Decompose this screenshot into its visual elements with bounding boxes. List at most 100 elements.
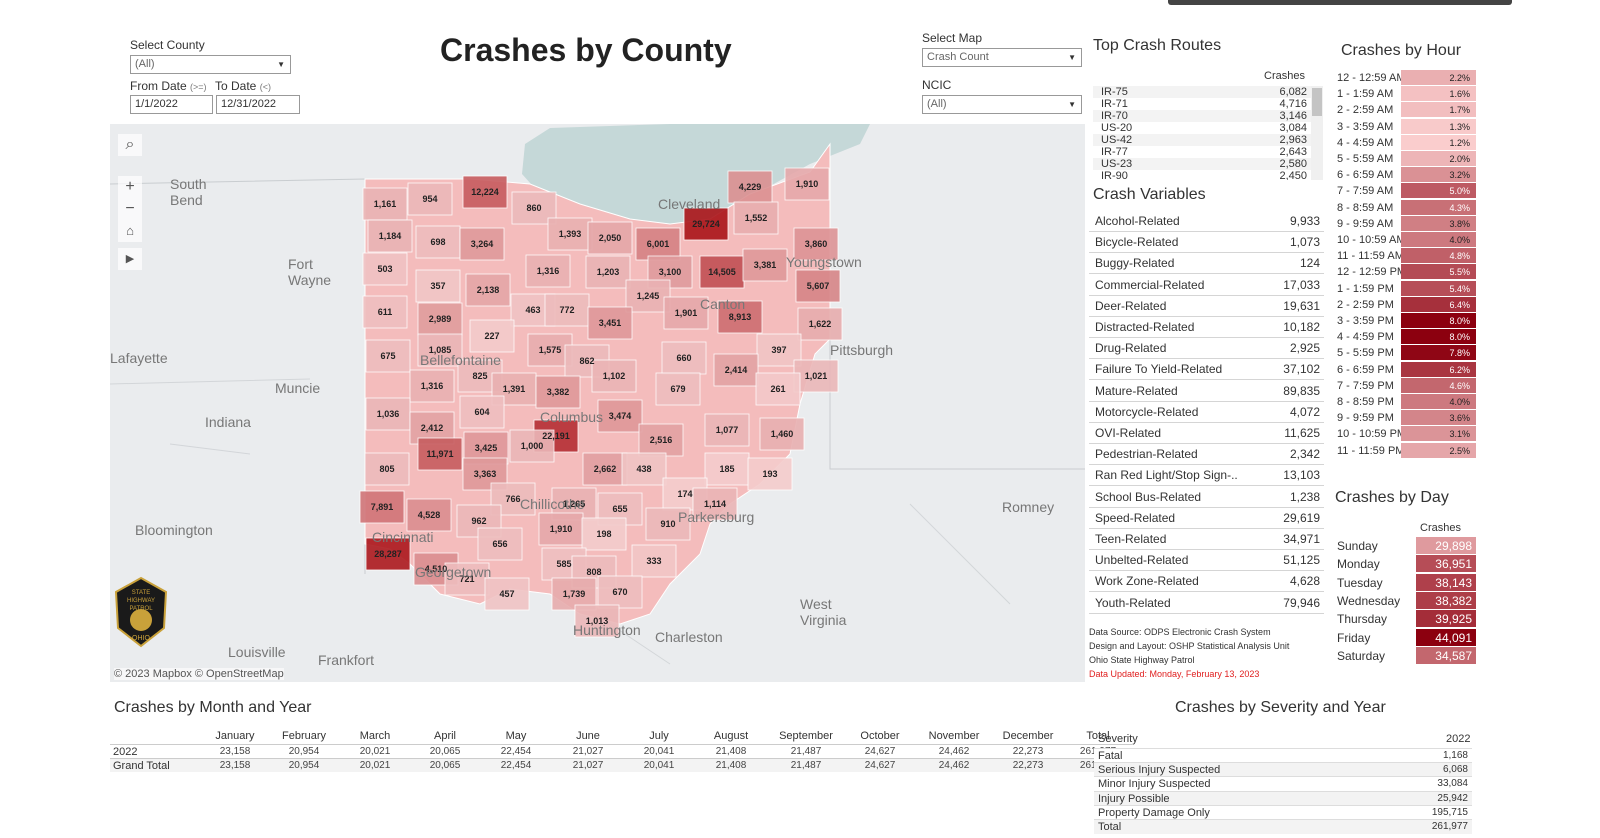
county-shape[interactable] bbox=[625, 279, 671, 313]
hour-row[interactable]: 9 - 9:59 PM 3.6% bbox=[1331, 410, 1476, 426]
county-shape[interactable] bbox=[645, 507, 691, 541]
county-shape[interactable] bbox=[755, 372, 801, 406]
crash-variable-row[interactable]: Pedestrian-Related 2,342 bbox=[1089, 444, 1324, 466]
crash-map[interactable]: 1,161 954 12,224 860 1,393 2,050 6,001 29,724 4,… bbox=[110, 124, 1085, 682]
route-row[interactable]: IR-75 6,082 bbox=[1093, 86, 1321, 98]
routes-scroll-thumb[interactable] bbox=[1312, 88, 1322, 116]
county-dropdown[interactable]: (All) ▼ bbox=[130, 55, 291, 74]
crash-variable-row[interactable]: Drug-Related 2,925 bbox=[1089, 338, 1324, 360]
hour-row[interactable]: 10 - 10:59 AM 4.0% bbox=[1331, 232, 1476, 248]
county-shape[interactable] bbox=[509, 429, 555, 463]
hour-row[interactable]: 3 - 3:59 PM 8.0% bbox=[1331, 313, 1476, 329]
county-shape[interactable] bbox=[631, 544, 677, 578]
hour-row[interactable]: 1 - 1:59 AM 1.6% bbox=[1331, 86, 1476, 102]
route-row[interactable]: IR-77 2,643 bbox=[1093, 146, 1321, 158]
routes-scrollbar[interactable] bbox=[1311, 86, 1323, 180]
county-shape[interactable] bbox=[621, 452, 667, 486]
crash-variable-row[interactable]: Ran Red Light/Stop Sign-.. 13,103 bbox=[1089, 465, 1324, 487]
zoom-in-icon[interactable]: + bbox=[118, 176, 142, 198]
hour-row[interactable]: 7 - 7:59 PM 4.6% bbox=[1331, 377, 1476, 394]
county-shape[interactable] bbox=[406, 498, 452, 532]
county-shape[interactable] bbox=[417, 437, 463, 471]
crash-variable-row[interactable]: Work Zone-Related 4,628 bbox=[1089, 571, 1324, 593]
county-shape[interactable] bbox=[784, 167, 830, 201]
hour-row[interactable]: 11 - 11:59 PM 2.5% bbox=[1331, 442, 1476, 459]
county-shape[interactable] bbox=[362, 295, 408, 329]
county-shape[interactable] bbox=[655, 372, 701, 406]
hour-row[interactable]: 11 - 11:59 AM 4.8% bbox=[1331, 248, 1476, 264]
county-shape[interactable] bbox=[462, 175, 508, 209]
zoom-out-icon[interactable]: − bbox=[118, 198, 142, 220]
county-shape[interactable] bbox=[795, 269, 841, 303]
county-shape[interactable] bbox=[409, 369, 455, 403]
county-shape[interactable] bbox=[574, 604, 620, 638]
county-shape[interactable] bbox=[362, 252, 408, 286]
month-row[interactable]: Grand Total 23,158 20,954 20,021 20,065 22,45… bbox=[110, 758, 1132, 772]
route-row[interactable]: IR-90 2,450 bbox=[1093, 170, 1321, 180]
county-shape[interactable] bbox=[793, 359, 839, 393]
county-shape[interactable] bbox=[747, 457, 793, 491]
hour-row[interactable]: 8 - 8:59 AM 4.3% bbox=[1331, 199, 1476, 216]
county-shape[interactable] bbox=[587, 306, 633, 340]
county-shape[interactable] bbox=[581, 517, 627, 551]
county-shape[interactable] bbox=[692, 487, 738, 521]
county-shape[interactable] bbox=[415, 269, 461, 303]
day-row[interactable]: Saturday 34,587 bbox=[1331, 646, 1476, 665]
day-row[interactable]: Thursday 39,925 bbox=[1331, 610, 1476, 628]
severity-row[interactable]: Property Damage Only 195,715 bbox=[1094, 804, 1472, 820]
map-attribution[interactable]: © 2023 Mapbox © OpenStreetMap bbox=[114, 668, 284, 680]
crash-variable-row[interactable]: Deer-Related 19,631 bbox=[1089, 296, 1324, 317]
county-shape[interactable] bbox=[444, 562, 490, 596]
crash-variable-row[interactable]: Buggy-Related 124 bbox=[1089, 253, 1324, 275]
county-shape[interactable] bbox=[661, 341, 707, 375]
hour-row[interactable]: 10 - 10:59 PM 3.1% bbox=[1331, 426, 1476, 442]
hour-row[interactable]: 5 - 5:59 PM 7.8% bbox=[1331, 345, 1476, 361]
county-shape[interactable] bbox=[587, 221, 633, 255]
county-shape[interactable] bbox=[415, 225, 461, 259]
county-shape[interactable] bbox=[635, 227, 681, 261]
month-row[interactable]: 2022 23,158 20,954 20,021 20,065 22,454 21,027… bbox=[110, 744, 1132, 759]
county-shape[interactable] bbox=[544, 293, 590, 327]
county-shape[interactable] bbox=[538, 512, 584, 546]
county-shape[interactable] bbox=[365, 537, 411, 571]
county-shape[interactable] bbox=[597, 575, 643, 609]
day-row[interactable]: Monday 36,951 bbox=[1331, 555, 1476, 573]
severity-row[interactable]: Fatal 1,168 bbox=[1094, 748, 1472, 763]
hour-row[interactable]: 2 - 2:59 PM 6.4% bbox=[1331, 296, 1476, 313]
crash-variable-row[interactable]: Motorcycle-Related 4,072 bbox=[1089, 402, 1324, 423]
county-shape[interactable] bbox=[417, 302, 463, 336]
county-shape[interactable] bbox=[704, 413, 750, 447]
county-shape[interactable] bbox=[704, 452, 750, 486]
crash-variable-row[interactable]: Teen-Related 34,971 bbox=[1089, 529, 1324, 550]
to-date-input[interactable]: 12/31/2022 bbox=[216, 95, 300, 114]
county-shape[interactable] bbox=[797, 307, 843, 341]
county-shape[interactable] bbox=[591, 359, 637, 393]
county-shape[interactable] bbox=[365, 397, 411, 431]
county-shape[interactable] bbox=[525, 254, 571, 288]
routes-list[interactable]: IR-75 6,082 IR-71 4,716 IR-70 3,146 US-20 3,084… bbox=[1093, 86, 1331, 180]
county-shape[interactable] bbox=[407, 182, 453, 216]
crash-variable-row[interactable]: Failure To Yield-Related 37,102 bbox=[1089, 359, 1324, 381]
crash-variable-row[interactable]: Commercial-Related 17,033 bbox=[1089, 275, 1324, 296]
route-row[interactable]: IR-70 3,146 bbox=[1093, 110, 1321, 122]
day-row[interactable]: Friday 44,091 bbox=[1331, 628, 1476, 647]
route-row[interactable]: IR-71 4,716 bbox=[1093, 98, 1321, 110]
county-shape[interactable] bbox=[638, 423, 684, 457]
hour-row[interactable]: 7 - 7:59 AM 5.0% bbox=[1331, 183, 1476, 199]
county-shape[interactable] bbox=[683, 207, 729, 241]
county-shape[interactable] bbox=[717, 300, 763, 334]
map-search-icon[interactable]: ⌕ bbox=[118, 134, 142, 156]
county-shape[interactable] bbox=[367, 219, 413, 253]
from-date-input[interactable]: 1/1/2022 bbox=[130, 95, 213, 114]
route-row[interactable]: US-20 3,084 bbox=[1093, 122, 1321, 134]
county-shape[interactable] bbox=[359, 490, 405, 524]
county-shape[interactable] bbox=[793, 227, 839, 261]
county-shape[interactable] bbox=[417, 333, 463, 367]
day-row[interactable]: Tuesday 38,143 bbox=[1331, 573, 1476, 592]
county-shape[interactable] bbox=[699, 255, 745, 289]
hour-row[interactable]: 12 - 12:59 PM 5.5% bbox=[1331, 264, 1476, 280]
ncic-dropdown[interactable]: (All) ▼ bbox=[922, 95, 1082, 114]
route-row[interactable]: US-42 2,963 bbox=[1093, 134, 1321, 146]
county-shape[interactable] bbox=[663, 296, 709, 330]
county-shape[interactable] bbox=[459, 395, 505, 429]
